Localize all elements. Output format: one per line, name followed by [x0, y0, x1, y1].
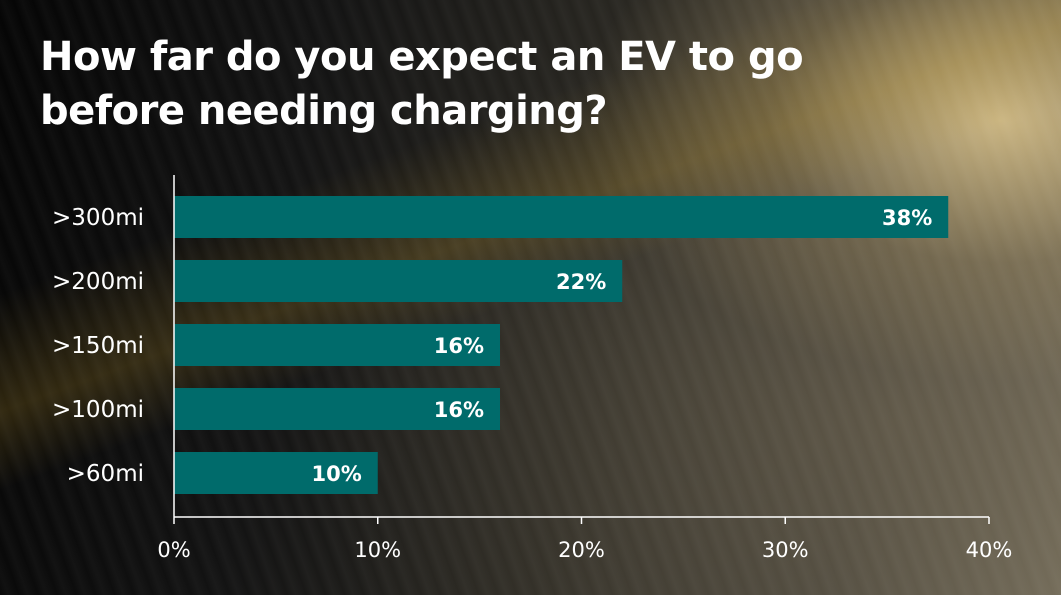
bar-4 [174, 452, 378, 494]
category-label-4: >60mi [67, 461, 144, 487]
bars-group [174, 196, 949, 494]
data-label-3: 16% [434, 398, 484, 422]
data-label-0: 38% [882, 206, 932, 230]
x-tick-label-4: 40% [966, 538, 1013, 562]
category-label-0: >300mi [52, 205, 144, 231]
x-tick-label-1: 10% [354, 538, 401, 562]
category-label-3: >100mi [52, 397, 144, 423]
x-tick-label-0: 0% [157, 538, 190, 562]
category-label-1: >200mi [52, 269, 144, 295]
chart-title: How far do you expect an EV to go before… [40, 34, 804, 134]
x-tick-label-3: 30% [762, 538, 809, 562]
data-label-1: 22% [556, 270, 606, 294]
axes-group [173, 175, 990, 524]
category-label-2: >150mi [52, 333, 144, 359]
x-tick-label-2: 20% [558, 538, 605, 562]
data-label-2: 16% [434, 334, 484, 358]
data-label-4: 10% [311, 462, 361, 486]
labels-group: >300mi 38% >200mi 22% >150mi 16% >100mi 16% >60m… [52, 205, 1012, 562]
bar-0 [174, 196, 949, 238]
bar-1 [174, 260, 623, 302]
bar-3 [174, 388, 500, 430]
bar-2 [174, 324, 500, 366]
